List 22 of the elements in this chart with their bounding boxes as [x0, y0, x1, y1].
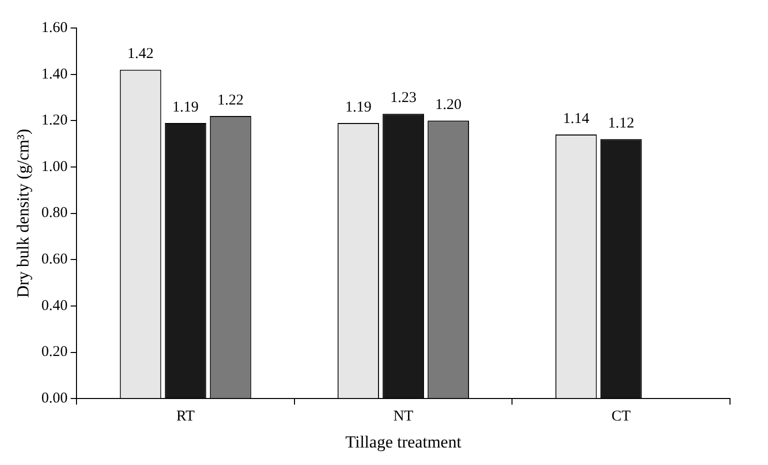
y-tick-label: 1.60	[41, 20, 68, 36]
x-axis-title: Tillage treatment	[345, 432, 462, 452]
y-tick-label: 1.00	[41, 158, 68, 175]
y-tick-label: 0.40	[41, 298, 68, 314]
y-axis-title: Dry bulk density (g/cm³)	[14, 128, 33, 298]
x-tick-label: CT	[612, 408, 631, 425]
data-label: 1.12	[608, 116, 634, 132]
data-label: 1.23	[390, 90, 416, 106]
x-tick-label: RT	[176, 408, 195, 425]
y-tick-label: 0.20	[41, 344, 68, 360]
y-tick-label: 1.20	[41, 112, 68, 129]
data-label: 1.42	[127, 46, 154, 62]
data-label: 1.19	[172, 99, 199, 116]
x-tick-label: NT	[393, 408, 414, 425]
data-label: 1.22	[217, 92, 244, 108]
y-tick-label: 1.40	[41, 66, 68, 82]
y-tick-label: 0.00	[41, 390, 68, 407]
y-tick-label: 0.80	[41, 205, 68, 222]
y-tick-label: 0.60	[41, 252, 68, 268]
data-label: 1.20	[435, 97, 462, 114]
data-label: 1.14	[562, 110, 590, 127]
data-label: 1.19	[345, 99, 372, 116]
